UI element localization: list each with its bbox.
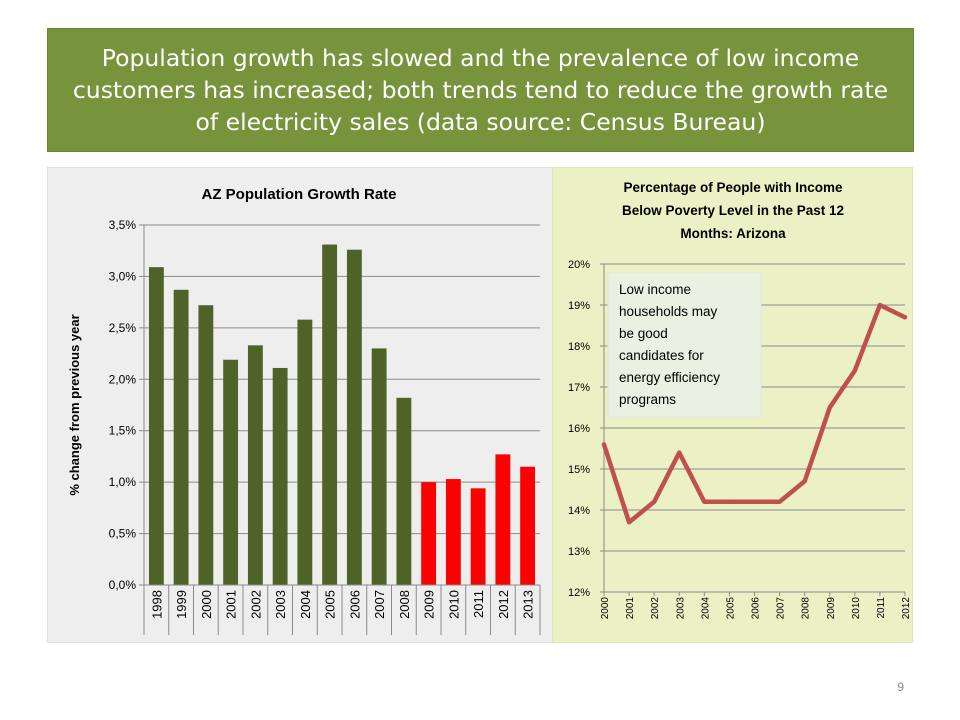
x-tick-label: 2005: [725, 597, 736, 620]
x-tick-label: 2008: [397, 590, 412, 619]
x-tick-label: 2000: [600, 597, 611, 620]
x-tick-label: 2002: [650, 597, 661, 620]
y-tick-label: 3,5%: [109, 218, 137, 232]
y-tick-label: 2,0%: [109, 372, 137, 386]
bar-2013: [520, 466, 536, 585]
y-tick-label: 14%: [568, 505, 590, 517]
x-tick-label: 2009: [826, 597, 837, 620]
x-tick-label: 2012: [496, 590, 511, 619]
y-tick-label: 20%: [568, 259, 590, 271]
data-point-2004: [702, 500, 706, 504]
bar-2009: [421, 482, 437, 585]
bar-2007: [371, 348, 387, 585]
y-tick-label: 19%: [568, 300, 590, 312]
chart-title-line: Months: Arizona: [680, 226, 786, 241]
y-tick-label: 0,5%: [109, 527, 137, 541]
y-tick-label: 16%: [568, 423, 590, 435]
x-tick-label: 2010: [851, 597, 862, 620]
y-tick-label: 1,0%: [109, 475, 137, 489]
bar-2011: [470, 488, 486, 585]
annotation-text-line: candidates for: [619, 348, 704, 363]
y-tick-label: 0,0%: [109, 578, 137, 592]
population-growth-chart: AZ Population Growth Rate 0,0% 0,5% 1,0% 1,5…: [67, 186, 541, 635]
bar-2012: [495, 454, 511, 585]
bar-2000: [198, 305, 214, 585]
x-tick-label: 2004: [700, 597, 711, 620]
x-tick-label: 2001: [224, 590, 239, 619]
y-tick-label: 3,0%: [109, 269, 137, 283]
y-tick-label: 18%: [568, 341, 590, 353]
x-tick-label: 2010: [446, 590, 461, 619]
x-tick-label: 2007: [372, 590, 387, 619]
slide-title: Population growth has slowed and the pre…: [72, 44, 889, 136]
data-point-2007: [777, 500, 782, 504]
bar-2002: [247, 345, 263, 585]
x-tick-label: 2006: [347, 590, 362, 619]
x-tick-label: 2008: [801, 597, 812, 620]
data-point-2003: [677, 451, 681, 455]
x-tick-label: 2009: [422, 590, 437, 619]
population-chart-panel: AZ Population Growth Rate 0,0% 0,5% 1,0% 1,5…: [47, 167, 555, 643]
x-tick-label: 1999: [174, 590, 189, 619]
x-tick-label: 2000: [199, 590, 214, 619]
y-tick-label: 2,5%: [109, 321, 137, 335]
x-tick-label: 2003: [675, 597, 686, 620]
bar-2003: [272, 367, 288, 585]
x-tick-label: 2004: [298, 590, 313, 619]
data-point-2012: [903, 315, 907, 319]
bar-2008: [396, 397, 412, 585]
y-tick-label: 17%: [568, 382, 590, 394]
x-tick-label: 2005: [323, 590, 338, 619]
data-point-2006: [752, 500, 757, 504]
y-tick-label: 13%: [568, 546, 590, 558]
x-tick-label: 2011: [471, 590, 486, 618]
data-point-2008: [803, 479, 807, 483]
y-tick-label: 15%: [568, 464, 590, 476]
chart-title-line: Below Poverty Level in the Past 12: [622, 203, 844, 218]
bar-2001: [223, 359, 239, 585]
data-point-2005: [727, 500, 732, 504]
x-tick-label: 1998: [149, 590, 164, 619]
annotation-text-line: Low income: [619, 282, 691, 297]
x-tick-label: 2012: [901, 597, 912, 620]
bar-2005: [322, 244, 338, 585]
data-point-2002: [652, 500, 656, 504]
annotation-text-line: be good: [619, 326, 668, 341]
data-point-2000: [602, 442, 606, 446]
data-point-2009: [828, 405, 832, 410]
bar-1999: [173, 289, 189, 585]
x-tick-label: 2007: [776, 597, 787, 620]
annotation-text-line: households may: [619, 304, 718, 319]
page-number: 9: [897, 680, 904, 694]
x-tick-label: 2013: [521, 590, 536, 619]
x-tick-label: 2001: [625, 597, 636, 620]
annotation-text-line: energy efficiency: [619, 370, 720, 385]
y-tick-label: 12%: [568, 587, 590, 599]
x-tick-label: 2006: [751, 597, 762, 620]
poverty-chart-panel: Percentage of People with Income Below Po…: [552, 167, 913, 643]
annotation-box: Low income households may be good candidate…: [607, 272, 762, 418]
bar-2006: [346, 249, 362, 585]
annotation-background: [607, 272, 762, 418]
slide-title-banner: Population growth has slowed and the pre…: [47, 28, 914, 152]
chart-title-line: Percentage of People with Income: [623, 180, 843, 195]
x-tick-label: 2011: [876, 597, 887, 619]
x-tick-label: 2002: [248, 590, 263, 619]
y-tick-label: 1,5%: [109, 424, 137, 438]
bar-1998: [148, 267, 164, 585]
chart-title: AZ Population Growth Rate: [202, 186, 397, 203]
y-axis-label: % change from previous year: [67, 314, 82, 495]
data-point-2001: [627, 520, 631, 524]
poverty-level-chart: Percentage of People with Income Below Po…: [568, 180, 912, 620]
data-point-2011: [878, 303, 882, 307]
x-tick-label: 2003: [273, 590, 288, 619]
data-point-2010: [853, 369, 857, 373]
bar-2010: [445, 479, 461, 585]
bar-2004: [297, 319, 313, 585]
annotation-text-line: programs: [619, 392, 676, 407]
